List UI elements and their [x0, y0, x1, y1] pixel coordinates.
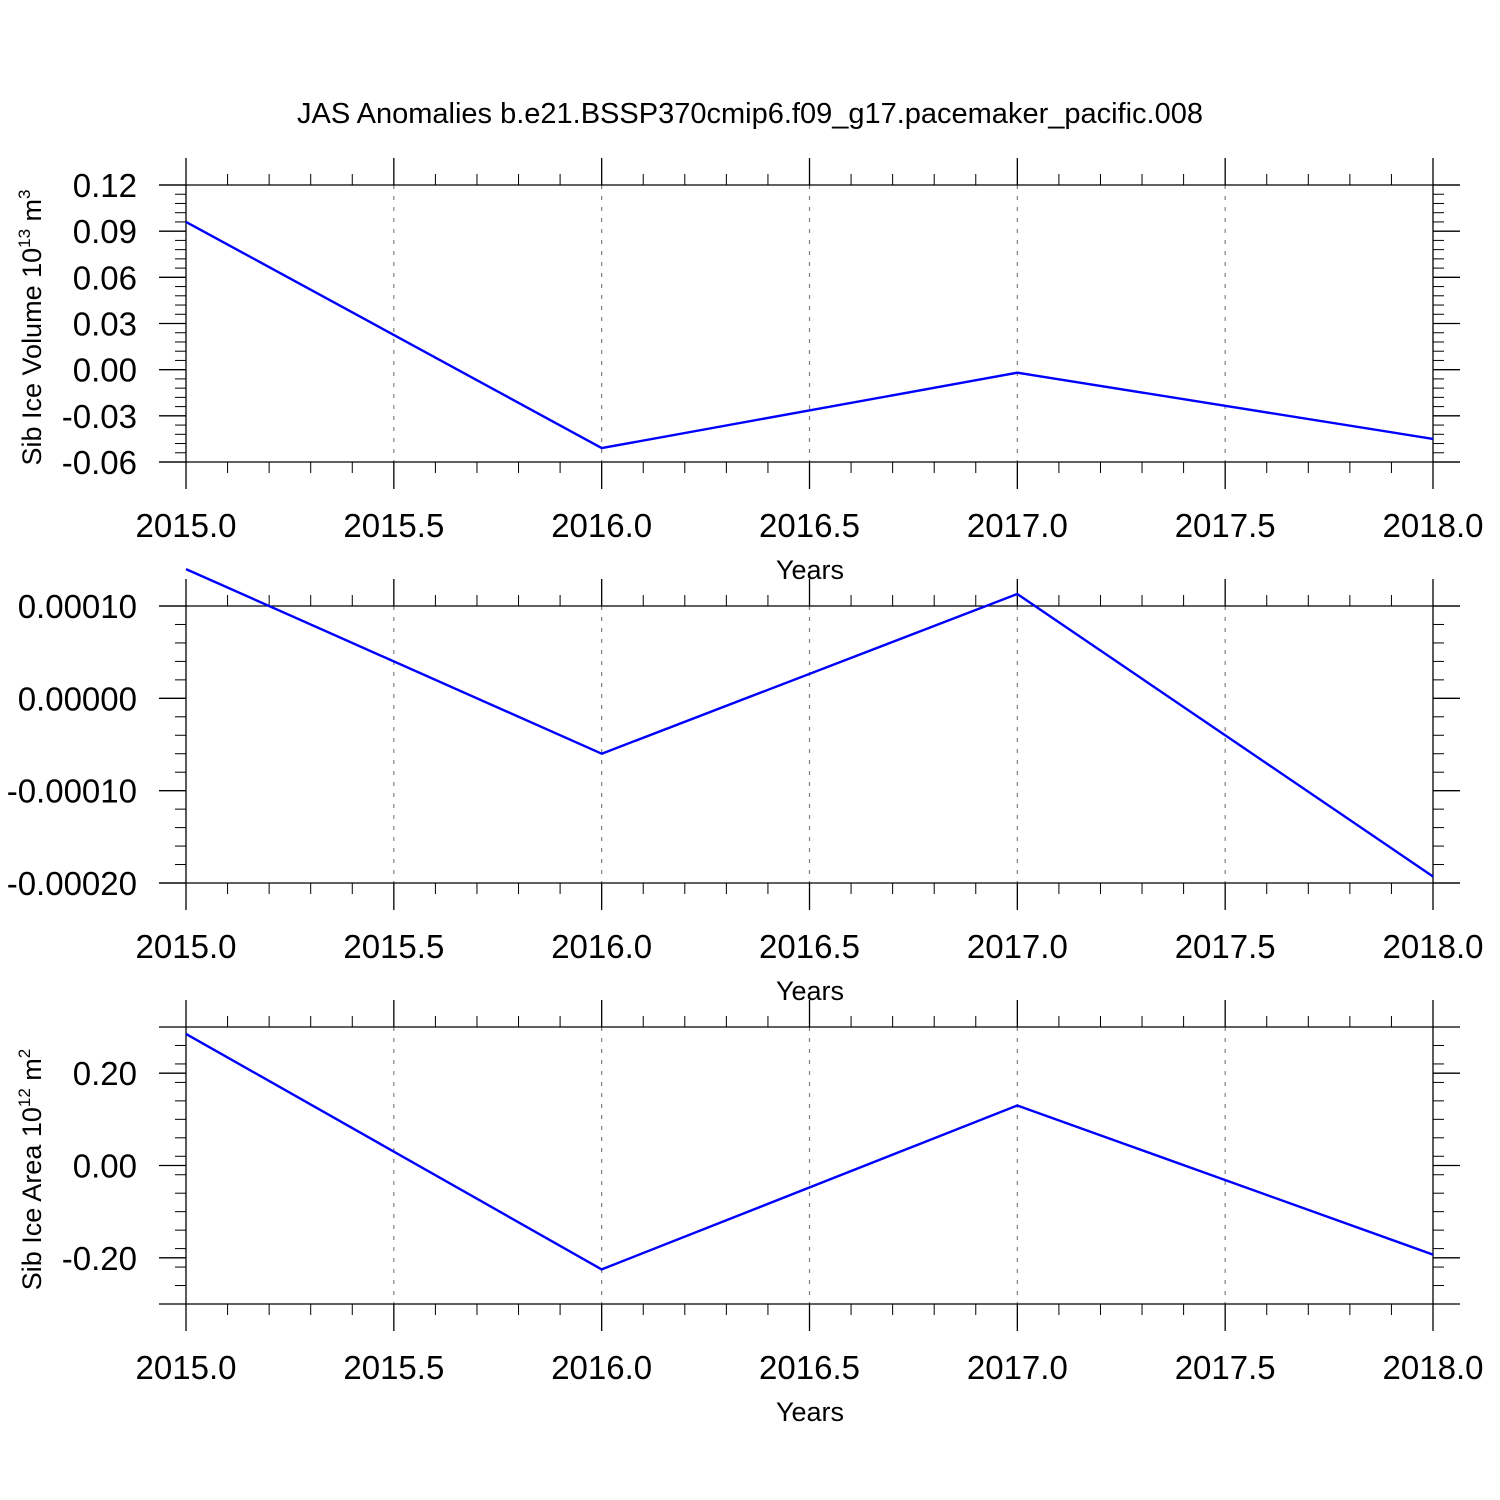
x-tick-label: 2015.5 — [343, 1349, 444, 1386]
y-tick-label: 0.00010 — [18, 588, 137, 625]
x-tick-label: 2017.5 — [1175, 507, 1276, 544]
x-tick-label: 2017.0 — [967, 928, 1068, 965]
y-tick-label: -0.03 — [62, 398, 137, 435]
y-axis-label: Sib Ice Volume 1013 m3 — [15, 189, 47, 465]
y-tick-label: 0.00 — [73, 352, 137, 389]
x-tick-label: 2015.0 — [136, 507, 237, 544]
y-tick-label: 0.00 — [73, 1148, 137, 1185]
x-tick-label: 2017.5 — [1175, 928, 1276, 965]
figure-title: JAS Anomalies b.e21.BSSP370cmip6.f09_g17… — [297, 98, 1203, 130]
y-tick-label: 0.00000 — [18, 680, 137, 717]
y-tick-label: 0.12 — [73, 167, 137, 204]
x-tick-label: 2017.5 — [1175, 1349, 1276, 1386]
y-tick-label: 0.03 — [73, 306, 137, 343]
x-tick-label: 2015.5 — [343, 928, 444, 965]
x-tick-label: 2017.0 — [967, 1349, 1068, 1386]
y-tick-label: -0.00020 — [7, 865, 137, 902]
x-tick-label: 2016.0 — [551, 507, 652, 544]
series-line — [185, 1032, 1434, 1271]
x-tick-label: 2016.5 — [759, 928, 860, 965]
y-axis-label: Sib Ice Area 1012 m2 — [15, 1049, 47, 1291]
x-tick-label: 2015.0 — [136, 928, 237, 965]
y-tick-label: -0.06 — [62, 444, 137, 481]
chart-panel-1: 2015.0 2015.5 2016.0 2016.5 2017.0 2017.5 2018… — [15, 158, 1483, 585]
y-tick-label: 0.09 — [73, 213, 137, 250]
y-tick-label: 0.20 — [73, 1055, 137, 1092]
x-tick-label: 2016.5 — [759, 507, 860, 544]
series-line — [185, 568, 1434, 878]
x-tick-label: 2018.0 — [1383, 1349, 1484, 1386]
series-line — [185, 220, 1434, 450]
chart-panel-2: 2015.0 2015.5 2016.0 2016.5 2017.0 2017.5 2018… — [7, 568, 1484, 1006]
x-tick-label: 2016.0 — [551, 1349, 652, 1386]
y-tick-label: -0.00010 — [7, 773, 137, 810]
x-axis-label: Years — [776, 1397, 844, 1427]
x-tick-label: 2016.5 — [759, 1349, 860, 1386]
x-tick-label: 2015.0 — [136, 1349, 237, 1386]
chart-panel-3: 2015.0 2015.5 2016.0 2016.5 2017.0 2017.5 2018… — [15, 1000, 1483, 1427]
x-tick-label: 2016.0 — [551, 928, 652, 965]
x-tick-label: 2017.0 — [967, 507, 1068, 544]
x-tick-label: 2018.0 — [1383, 507, 1484, 544]
x-tick-label: 2018.0 — [1383, 928, 1484, 965]
x-tick-label: 2015.5 — [343, 507, 444, 544]
y-tick-label: 0.06 — [73, 259, 137, 296]
y-tick-label: -0.20 — [62, 1240, 137, 1277]
